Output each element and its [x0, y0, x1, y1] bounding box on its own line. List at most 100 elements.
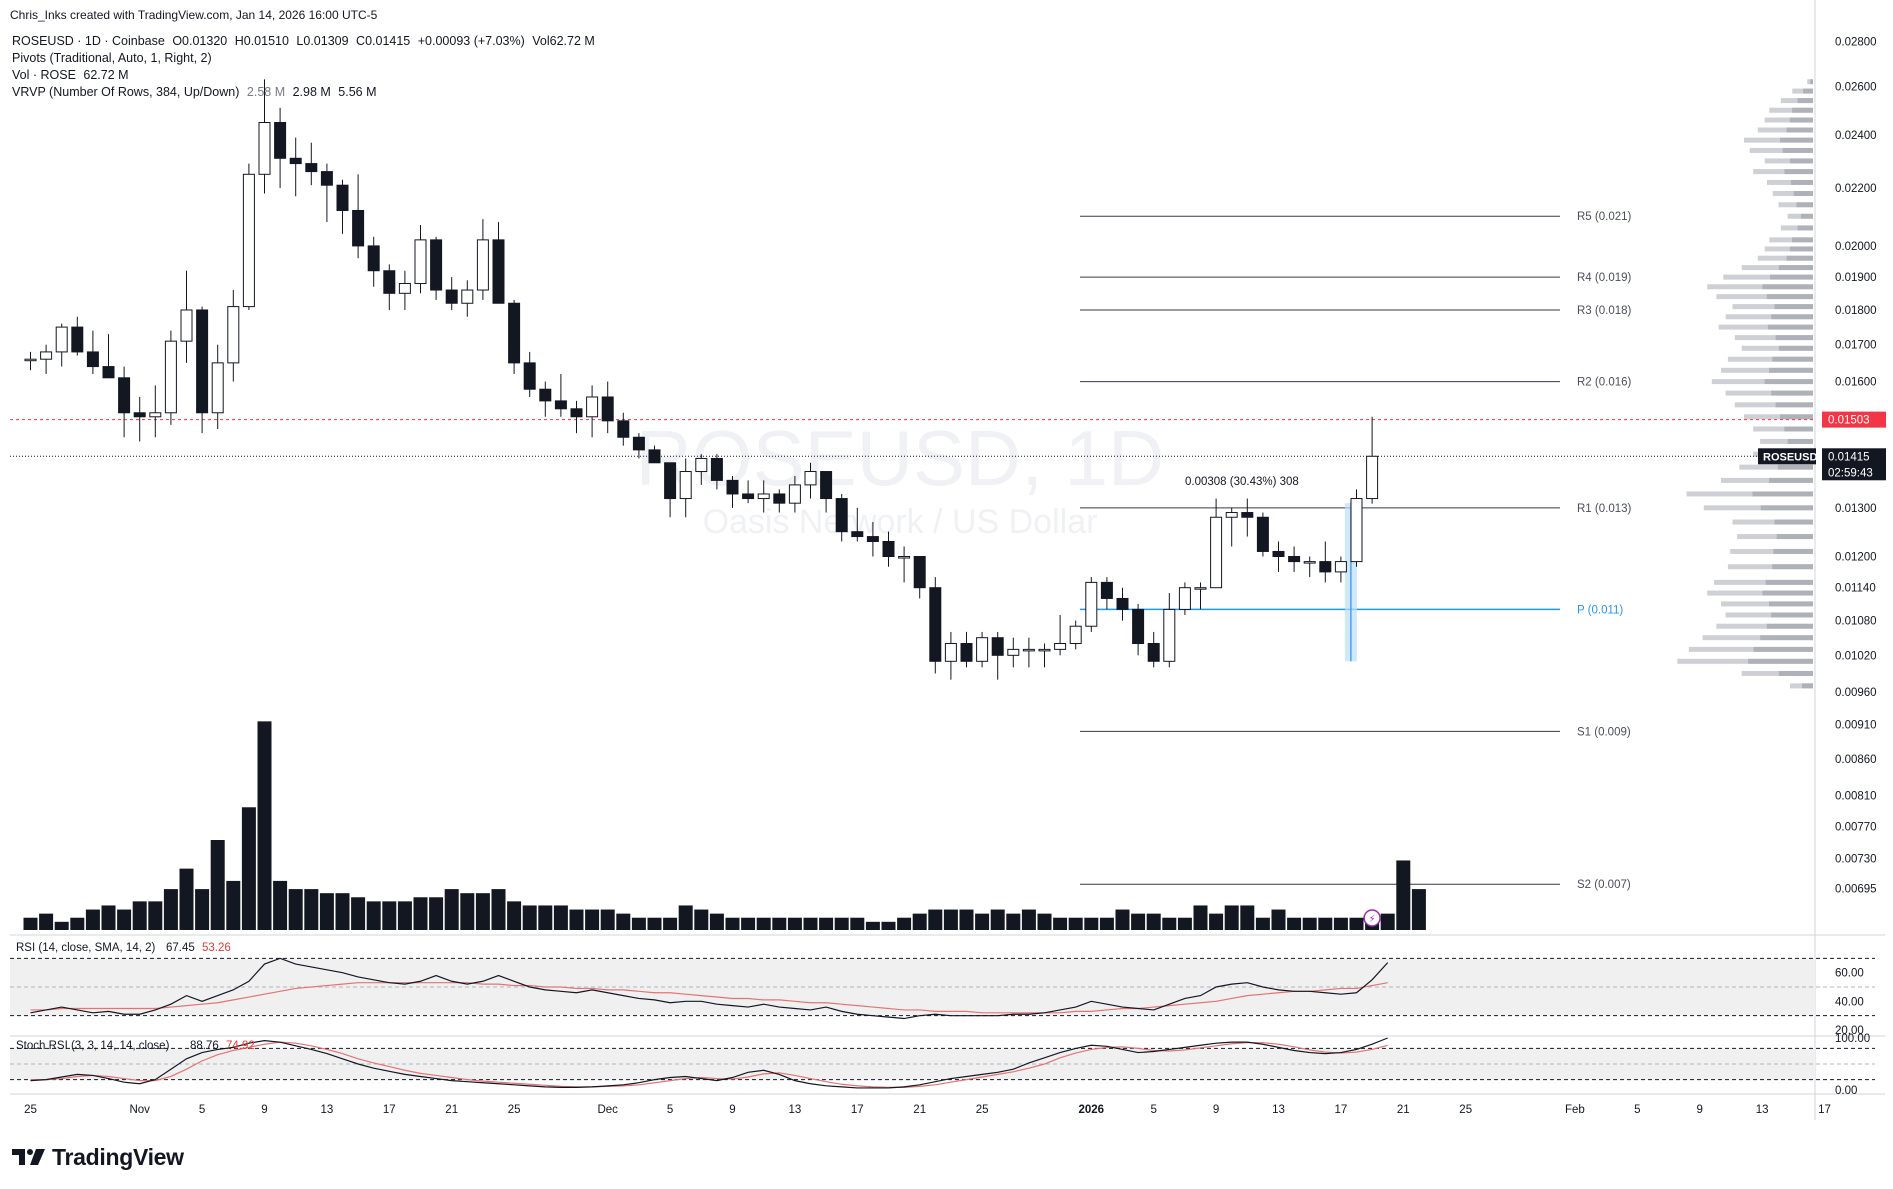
volume-bar	[803, 917, 818, 930]
price-tick-label: 0.00960	[1835, 687, 1877, 699]
price-tick-label: 0.02400	[1835, 130, 1877, 142]
volume-profile-row	[1721, 367, 1813, 373]
time-tick-label: 25	[1459, 1104, 1472, 1116]
pivot-label-r2: R2 (0.016)	[1577, 377, 1632, 389]
candle-down	[570, 408, 583, 418]
price-tick-label: 0.00860	[1835, 754, 1877, 766]
volume-bar	[1006, 913, 1021, 930]
volume-profile-row-up	[1787, 438, 1813, 444]
volume-bar	[382, 901, 397, 930]
volume-bar	[881, 921, 896, 930]
candle-up	[1225, 512, 1238, 518]
volume-profile-row	[1807, 79, 1813, 85]
volume-bar	[694, 909, 709, 930]
volume-bar	[1380, 913, 1395, 930]
volume-bar	[943, 909, 958, 930]
volume-bar	[787, 917, 802, 930]
replay-icon-glyph: ⚡	[1369, 914, 1376, 925]
volume-profile-row	[1764, 158, 1813, 164]
candle-down	[289, 157, 302, 165]
pivot-label-p: P (0.011)	[1577, 604, 1623, 616]
volume-bar	[631, 917, 646, 930]
candle-up	[24, 358, 37, 362]
candle-up	[1210, 516, 1223, 589]
volume-profile-row	[1741, 345, 1813, 351]
price-tick-label: 0.01080	[1835, 616, 1877, 628]
time-tick-label: Nov	[129, 1104, 150, 1116]
volume-bar	[491, 889, 506, 930]
volume-bar	[1068, 917, 1083, 930]
volume-profile-row-up	[1752, 491, 1813, 497]
volume-profile-row	[1780, 98, 1813, 104]
volume-bar	[1193, 905, 1208, 930]
price-tick-label: 0.01020	[1835, 650, 1877, 662]
candle-down	[86, 351, 99, 368]
volume-bar	[553, 905, 568, 930]
stoch-d-value: 74.92	[226, 1040, 255, 1052]
candle-up	[414, 239, 427, 285]
volume-bar	[335, 893, 350, 930]
pivots-legend[interactable]: Pivots (Traditional, Auto, 1, Right, 2)	[12, 51, 212, 65]
volume-profile-row-up	[1764, 379, 1813, 385]
volume-profile-row-up	[1777, 464, 1813, 470]
volume-profile-row	[1769, 107, 1813, 113]
volume-profile-row-up	[1762, 590, 1813, 596]
volume-profile-row	[1744, 137, 1813, 143]
volume-bar	[616, 913, 631, 930]
volume-profile-row-up	[1789, 117, 1813, 123]
volume-profile-row-up	[1769, 601, 1813, 607]
countdown-value: 02:59:43	[1828, 467, 1873, 479]
volume-bar	[772, 917, 787, 930]
volume-profile-row	[1739, 464, 1813, 470]
volume-profile-row-up	[1803, 88, 1813, 94]
tradingview-logo[interactable]: TradingView	[12, 1143, 184, 1171]
candle-down	[648, 449, 661, 464]
volume-profile-row-up	[1766, 294, 1813, 300]
volume-profile-row-up	[1748, 658, 1813, 664]
volume-profile-row	[1749, 147, 1813, 153]
volume-profile-row	[1792, 88, 1813, 94]
volume-bar	[1396, 860, 1411, 930]
volume-profile-row	[1760, 438, 1813, 444]
volume-profile-row-up	[1797, 225, 1813, 231]
volume-profile-row-up	[1775, 335, 1813, 341]
volume-profile-row	[1744, 414, 1813, 420]
volume-profile-row	[1707, 284, 1813, 290]
vrvp-legend[interactable]: VRVP (Number Of Rows, 384, Up/Down) 2.58…	[12, 85, 381, 99]
candle-down	[320, 171, 333, 186]
candle-down	[835, 498, 848, 533]
rsi-tick-label: 20.00	[1835, 1025, 1864, 1037]
volume-bar	[413, 897, 428, 930]
volume-bar	[1037, 913, 1052, 930]
volume-bar	[647, 917, 662, 930]
candle-down	[367, 245, 380, 272]
time-tick-label: 25	[508, 1104, 521, 1116]
candle-down	[726, 479, 739, 495]
candle-up	[1022, 648, 1035, 652]
volume-legend[interactable]: Vol · ROSE 62.72 M	[12, 68, 133, 82]
price-tick-label: 0.00810	[1835, 790, 1877, 802]
volume-profile-row-up	[1770, 274, 1813, 280]
volume-bar	[475, 893, 490, 930]
candle-up	[1163, 608, 1176, 662]
candle-down	[773, 493, 786, 504]
symbol-line[interactable]: ROSEUSD · 1D · Coinbase	[12, 34, 165, 48]
candle-down	[352, 209, 365, 247]
candle-down	[539, 388, 552, 402]
tradingview-logo-text: TradingView	[52, 1143, 184, 1170]
volume-profile-row	[1757, 255, 1813, 261]
volume-profile-row	[1711, 379, 1813, 385]
candle-up	[55, 326, 68, 353]
volume-bar	[1177, 917, 1192, 930]
volume-profile-row	[1741, 265, 1813, 271]
volume-profile-row	[1688, 646, 1813, 652]
measure-label: 0.00308 (30.43%) 308	[1185, 476, 1299, 488]
candle-down	[133, 412, 146, 418]
time-tick-label: 9	[1213, 1104, 1219, 1116]
low-label: L	[296, 34, 304, 48]
volume-profile-row-up	[1776, 534, 1813, 540]
stoch-k-line	[30, 1037, 1388, 1089]
symbol-header: ROSEUSD · 1D · Coinbase O0.01320 H0.0151…	[12, 34, 599, 48]
